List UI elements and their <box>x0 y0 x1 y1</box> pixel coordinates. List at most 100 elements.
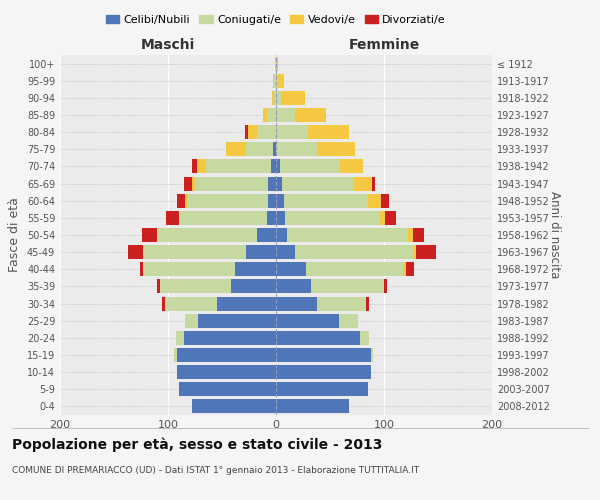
Bar <box>184 176 192 190</box>
Bar <box>276 56 278 70</box>
Bar <box>257 125 276 139</box>
Bar <box>275 56 276 70</box>
Bar <box>414 245 416 259</box>
Bar <box>184 331 276 345</box>
Bar <box>276 125 308 139</box>
Bar <box>353 176 372 190</box>
Bar <box>306 262 403 276</box>
Bar <box>284 194 368 207</box>
Bar <box>416 245 436 259</box>
Bar <box>317 296 365 310</box>
Bar <box>195 176 268 190</box>
Bar <box>276 194 284 207</box>
Bar <box>235 262 276 276</box>
Bar <box>160 280 230 293</box>
Bar <box>176 194 185 207</box>
Bar <box>278 74 284 88</box>
Bar <box>295 108 326 122</box>
Bar <box>185 314 198 328</box>
Bar <box>295 245 414 259</box>
Bar <box>179 211 268 225</box>
Bar <box>217 296 276 310</box>
Bar <box>406 262 414 276</box>
Bar <box>276 331 360 345</box>
Bar <box>187 194 268 207</box>
Bar <box>365 296 369 310</box>
Bar <box>360 331 369 345</box>
Bar <box>276 211 284 225</box>
Bar <box>372 176 376 190</box>
Text: Popolazione per età, sesso e stato civile - 2013: Popolazione per età, sesso e stato civil… <box>12 438 382 452</box>
Bar <box>257 228 276 242</box>
Bar <box>276 245 295 259</box>
Bar <box>287 228 408 242</box>
Bar <box>276 296 317 310</box>
Bar <box>246 142 273 156</box>
Text: Femmine: Femmine <box>349 38 419 52</box>
Bar <box>157 280 160 293</box>
Bar <box>192 400 276 413</box>
Bar <box>276 262 306 276</box>
Bar <box>340 160 364 173</box>
Bar <box>384 280 387 293</box>
Bar <box>206 160 271 173</box>
Bar <box>408 228 413 242</box>
Bar <box>276 108 295 122</box>
Bar <box>276 228 287 242</box>
Text: Maschi: Maschi <box>141 38 195 52</box>
Bar <box>268 211 276 225</box>
Bar <box>284 211 380 225</box>
Bar <box>276 365 371 379</box>
Bar <box>197 160 206 173</box>
Bar <box>140 262 143 276</box>
Bar <box>143 245 246 259</box>
Text: COMUNE DI PREMARIACCO (UD) - Dati ISTAT 1° gennaio 2013 - Elaborazione TUTTITALI: COMUNE DI PREMARIACCO (UD) - Dati ISTAT … <box>12 466 419 475</box>
Bar <box>276 314 338 328</box>
Bar <box>157 228 257 242</box>
Bar <box>276 280 311 293</box>
Legend: Celibi/Nubili, Coniugati/e, Vedovi/e, Divorziati/e: Celibi/Nubili, Coniugati/e, Vedovi/e, Di… <box>101 10 451 29</box>
Bar <box>413 228 424 242</box>
Bar <box>380 211 385 225</box>
Bar <box>276 142 317 156</box>
Bar <box>276 400 349 413</box>
Bar <box>280 160 340 173</box>
Bar <box>276 91 281 105</box>
Bar <box>192 176 195 190</box>
Bar <box>283 176 353 190</box>
Bar <box>143 262 235 276</box>
Bar <box>176 365 276 379</box>
Bar <box>179 382 276 396</box>
Bar <box>176 331 184 345</box>
Bar <box>276 74 278 88</box>
Bar <box>371 348 373 362</box>
Bar <box>192 160 197 173</box>
Bar <box>230 280 276 293</box>
Bar <box>226 142 246 156</box>
Bar <box>368 194 381 207</box>
Bar <box>281 91 305 105</box>
Bar <box>268 194 276 207</box>
Bar <box>274 91 276 105</box>
Bar <box>198 314 276 328</box>
Bar <box>245 125 248 139</box>
Bar <box>381 194 389 207</box>
Bar <box>166 211 179 225</box>
Bar <box>246 245 276 259</box>
Bar <box>403 262 406 276</box>
Bar <box>128 245 143 259</box>
Bar <box>338 314 358 328</box>
Bar <box>308 125 349 139</box>
Bar <box>311 280 384 293</box>
Bar <box>276 176 283 190</box>
Bar <box>276 160 280 173</box>
Bar <box>268 176 276 190</box>
Bar <box>271 160 276 173</box>
Y-axis label: Anni di nascita: Anni di nascita <box>548 192 561 278</box>
Bar <box>273 142 276 156</box>
Bar <box>272 91 274 105</box>
Bar <box>276 382 368 396</box>
Bar <box>268 108 276 122</box>
Bar <box>185 194 187 207</box>
Bar <box>175 348 176 362</box>
